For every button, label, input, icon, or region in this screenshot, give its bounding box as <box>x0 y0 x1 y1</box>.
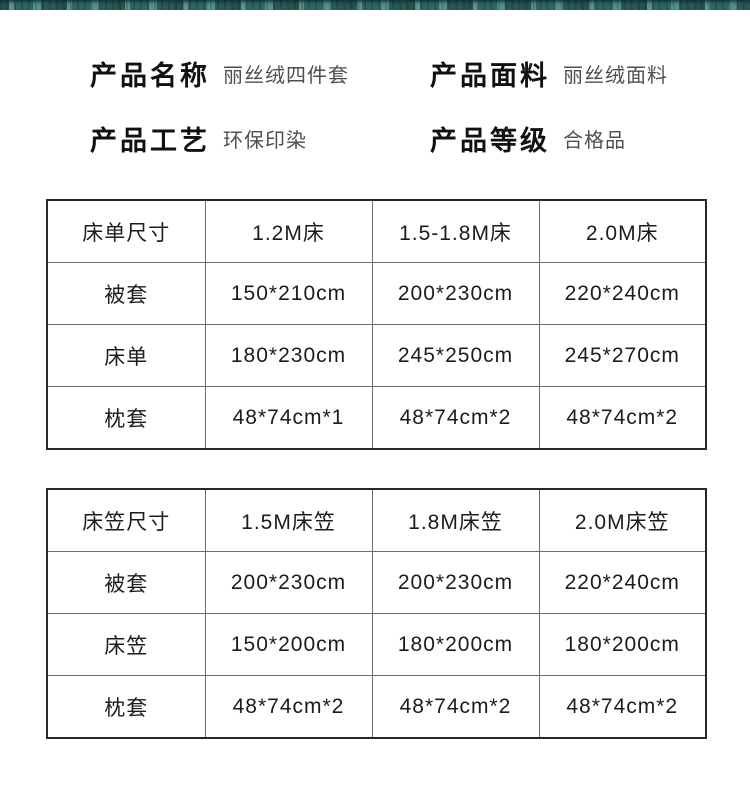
table-header-cell: 床笠尺寸 <box>46 488 206 552</box>
product-name-value: 丽丝绒四件套 <box>223 64 349 87</box>
table-cell: 48*74cm*2 <box>204 675 373 739</box>
table-cell: 200*230cm <box>371 262 540 325</box>
table-header-cell: 2.0M床笠 <box>538 488 707 552</box>
row-label-cell: 床笠 <box>46 613 206 676</box>
table-row: 床笠 150*200cm 180*200cm 180*200cm <box>46 613 707 676</box>
table-cell: 48*74cm*2 <box>371 675 540 739</box>
row-label-cell: 床单 <box>46 324 206 387</box>
product-fabric-pair: 产品面料 丽丝绒面料 <box>430 55 668 91</box>
product-craft-value: 环保印染 <box>223 129 307 152</box>
table-header-cell: 1.5-1.8M床 <box>371 199 540 263</box>
table-cell: 220*240cm <box>538 262 707 325</box>
table-cell: 200*230cm <box>204 551 373 614</box>
product-grade-pair: 产品等级 合格品 <box>430 120 626 156</box>
table-row: 被套 200*230cm 200*230cm 220*240cm <box>46 551 707 614</box>
product-craft-label: 产品工艺 <box>90 125 210 156</box>
bed-sheet-size-table: 床单尺寸 1.2M床 1.5-1.8M床 2.0M床 被套 150*210cm … <box>46 199 707 450</box>
table-cell: 245*270cm <box>538 324 707 387</box>
product-name-pair: 产品名称 丽丝绒四件套 <box>90 55 349 91</box>
table-row: 枕套 48*74cm*1 48*74cm*2 48*74cm*2 <box>46 386 707 450</box>
product-craft-pair: 产品工艺 环保印染 <box>90 120 307 156</box>
row-label-cell: 枕套 <box>46 675 206 739</box>
table-cell: 48*74cm*2 <box>538 675 707 739</box>
product-name-label: 产品名称 <box>90 60 210 91</box>
table-header-cell: 床单尺寸 <box>46 199 206 263</box>
row-label-cell: 枕套 <box>46 386 206 450</box>
table-row: 枕套 48*74cm*2 48*74cm*2 48*74cm*2 <box>46 675 707 739</box>
table-cell: 245*250cm <box>371 324 540 387</box>
product-grade-label: 产品等级 <box>430 125 550 156</box>
table-header-row: 床笠尺寸 1.5M床笠 1.8M床笠 2.0M床笠 <box>46 488 707 552</box>
table-header-cell: 2.0M床 <box>538 199 707 263</box>
table-cell: 48*74cm*2 <box>371 386 540 450</box>
table-cell: 48*74cm*2 <box>538 386 707 450</box>
row-label-cell: 被套 <box>46 262 206 325</box>
product-grade-value: 合格品 <box>563 129 626 152</box>
table-header-cell: 1.5M床笠 <box>204 488 373 552</box>
table-cell: 48*74cm*1 <box>204 386 373 450</box>
table-cell: 150*210cm <box>204 262 373 325</box>
table-cell: 180*230cm <box>204 324 373 387</box>
table-header-row: 床单尺寸 1.2M床 1.5-1.8M床 2.0M床 <box>46 199 707 263</box>
table-header-cell: 1.2M床 <box>204 199 373 263</box>
fitted-sheet-size-table: 床笠尺寸 1.5M床笠 1.8M床笠 2.0M床笠 被套 200*230cm 2… <box>46 488 707 739</box>
table-row: 床单 180*230cm 245*250cm 245*270cm <box>46 324 707 387</box>
row-label-cell: 被套 <box>46 551 206 614</box>
table-cell: 180*200cm <box>538 613 707 676</box>
table-header-cell: 1.8M床笠 <box>371 488 540 552</box>
product-fabric-label: 产品面料 <box>430 60 550 91</box>
table-row: 被套 150*210cm 200*230cm 220*240cm <box>46 262 707 325</box>
table-cell: 220*240cm <box>538 551 707 614</box>
table-cell: 150*200cm <box>204 613 373 676</box>
product-fabric-value: 丽丝绒面料 <box>563 64 668 87</box>
table-cell: 200*230cm <box>371 551 540 614</box>
table-cell: 180*200cm <box>371 613 540 676</box>
top-texture-band <box>0 0 750 10</box>
